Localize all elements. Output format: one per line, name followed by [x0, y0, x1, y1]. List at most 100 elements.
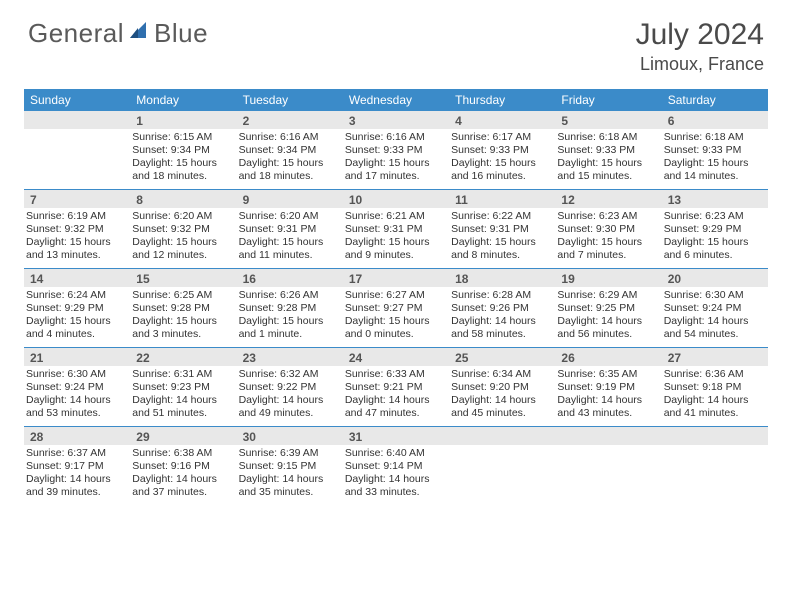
day-details: Sunrise: 6:21 AMSunset: 9:31 PMDaylight:…	[343, 208, 449, 268]
daylight-text: Daylight: 14 hours and 43 minutes.	[557, 394, 657, 420]
day-cell-body: Sunrise: 6:23 AMSunset: 9:29 PMDaylight:…	[662, 208, 768, 269]
sunrise-text: Sunrise: 6:17 AM	[451, 131, 551, 144]
sunset-text: Sunset: 9:23 PM	[132, 381, 232, 394]
weekday-header: Thursday	[449, 89, 555, 111]
sunrise-text: Sunrise: 6:28 AM	[451, 289, 551, 302]
day-cell-num: 31	[343, 427, 449, 446]
sunrise-text: Sunrise: 6:38 AM	[132, 447, 232, 460]
daylight-text: Daylight: 15 hours and 18 minutes.	[132, 157, 232, 183]
day-cell-num: 30	[237, 427, 343, 446]
week-body-row: Sunrise: 6:15 AMSunset: 9:34 PMDaylight:…	[24, 129, 768, 190]
calendar-head: Sunday Monday Tuesday Wednesday Thursday…	[24, 89, 768, 111]
day-number: 9	[237, 190, 343, 208]
sunrise-text: Sunrise: 6:20 AM	[239, 210, 339, 223]
day-cell-body: Sunrise: 6:20 AMSunset: 9:31 PMDaylight:…	[237, 208, 343, 269]
day-details: Sunrise: 6:37 AMSunset: 9:17 PMDaylight:…	[24, 445, 130, 505]
day-number: 22	[130, 348, 236, 366]
day-cell-body: Sunrise: 6:29 AMSunset: 9:25 PMDaylight:…	[555, 287, 661, 348]
sunset-text: Sunset: 9:33 PM	[345, 144, 445, 157]
day-cell-body: Sunrise: 6:16 AMSunset: 9:34 PMDaylight:…	[237, 129, 343, 190]
daylight-text: Daylight: 15 hours and 6 minutes.	[664, 236, 764, 262]
weekday-header: Sunday	[24, 89, 130, 111]
week-body-row: Sunrise: 6:24 AMSunset: 9:29 PMDaylight:…	[24, 287, 768, 348]
day-cell-body: Sunrise: 6:35 AMSunset: 9:19 PMDaylight:…	[555, 366, 661, 427]
day-cell-body: Sunrise: 6:30 AMSunset: 9:24 PMDaylight:…	[662, 287, 768, 348]
weekday-header: Tuesday	[237, 89, 343, 111]
daylight-text: Daylight: 14 hours and 54 minutes.	[664, 315, 764, 341]
day-number: 4	[449, 111, 555, 129]
sunrise-text: Sunrise: 6:32 AM	[239, 368, 339, 381]
sunrise-text: Sunrise: 6:23 AM	[664, 210, 764, 223]
sunrise-text: Sunrise: 6:33 AM	[345, 368, 445, 381]
day-cell-num: 10	[343, 190, 449, 209]
day-number: 27	[662, 348, 768, 366]
sunset-text: Sunset: 9:33 PM	[557, 144, 657, 157]
day-number: 13	[662, 190, 768, 208]
day-cell-num: 17	[343, 269, 449, 288]
day-details: Sunrise: 6:29 AMSunset: 9:25 PMDaylight:…	[555, 287, 661, 347]
day-cell-num: 12	[555, 190, 661, 209]
day-cell-num	[449, 427, 555, 446]
daylight-text: Daylight: 15 hours and 4 minutes.	[26, 315, 126, 341]
day-cell-body	[24, 129, 130, 190]
day-cell-body: Sunrise: 6:34 AMSunset: 9:20 PMDaylight:…	[449, 366, 555, 427]
sunrise-text: Sunrise: 6:23 AM	[557, 210, 657, 223]
day-cell-body	[662, 445, 768, 505]
daylight-text: Daylight: 14 hours and 41 minutes.	[664, 394, 764, 420]
sunrise-text: Sunrise: 6:37 AM	[26, 447, 126, 460]
day-cell-body: Sunrise: 6:23 AMSunset: 9:30 PMDaylight:…	[555, 208, 661, 269]
day-number	[662, 427, 768, 445]
day-details: Sunrise: 6:17 AMSunset: 9:33 PMDaylight:…	[449, 129, 555, 189]
sunrise-text: Sunrise: 6:19 AM	[26, 210, 126, 223]
weekday-row: Sunday Monday Tuesday Wednesday Thursday…	[24, 89, 768, 111]
sunset-text: Sunset: 9:15 PM	[239, 460, 339, 473]
sunset-text: Sunset: 9:18 PM	[664, 381, 764, 394]
day-cell-body: Sunrise: 6:36 AMSunset: 9:18 PMDaylight:…	[662, 366, 768, 427]
day-details: Sunrise: 6:39 AMSunset: 9:15 PMDaylight:…	[237, 445, 343, 505]
day-details: Sunrise: 6:23 AMSunset: 9:30 PMDaylight:…	[555, 208, 661, 268]
day-details	[449, 445, 555, 503]
daylight-text: Daylight: 15 hours and 17 minutes.	[345, 157, 445, 183]
brand-sail-icon	[128, 20, 150, 47]
sunset-text: Sunset: 9:31 PM	[345, 223, 445, 236]
day-cell-num: 19	[555, 269, 661, 288]
daynum-row: 78910111213	[24, 190, 768, 209]
day-number	[449, 427, 555, 445]
daynum-row: 28293031	[24, 427, 768, 446]
sunrise-text: Sunrise: 6:20 AM	[132, 210, 232, 223]
day-cell-body: Sunrise: 6:17 AMSunset: 9:33 PMDaylight:…	[449, 129, 555, 190]
sunset-text: Sunset: 9:33 PM	[664, 144, 764, 157]
day-cell-num: 25	[449, 348, 555, 367]
day-details: Sunrise: 6:34 AMSunset: 9:20 PMDaylight:…	[449, 366, 555, 426]
day-cell-num	[24, 111, 130, 129]
daylight-text: Daylight: 15 hours and 16 minutes.	[451, 157, 551, 183]
sunrise-text: Sunrise: 6:22 AM	[451, 210, 551, 223]
sunset-text: Sunset: 9:27 PM	[345, 302, 445, 315]
day-details: Sunrise: 6:22 AMSunset: 9:31 PMDaylight:…	[449, 208, 555, 268]
day-cell-num: 15	[130, 269, 236, 288]
sunset-text: Sunset: 9:31 PM	[451, 223, 551, 236]
day-cell-num: 2	[237, 111, 343, 129]
day-details: Sunrise: 6:24 AMSunset: 9:29 PMDaylight:…	[24, 287, 130, 347]
week-body-row: Sunrise: 6:19 AMSunset: 9:32 PMDaylight:…	[24, 208, 768, 269]
sunset-text: Sunset: 9:29 PM	[26, 302, 126, 315]
sunrise-text: Sunrise: 6:18 AM	[664, 131, 764, 144]
day-number: 12	[555, 190, 661, 208]
day-details: Sunrise: 6:30 AMSunset: 9:24 PMDaylight:…	[24, 366, 130, 426]
sunset-text: Sunset: 9:34 PM	[132, 144, 232, 157]
day-details: Sunrise: 6:16 AMSunset: 9:33 PMDaylight:…	[343, 129, 449, 189]
header-right: July 2024 Limoux, France	[636, 18, 764, 75]
brand-part2: Blue	[154, 18, 208, 49]
sunset-text: Sunset: 9:33 PM	[451, 144, 551, 157]
day-number: 19	[555, 269, 661, 287]
sunrise-text: Sunrise: 6:15 AM	[132, 131, 232, 144]
day-number: 5	[555, 111, 661, 129]
day-number: 28	[24, 427, 130, 445]
weekday-header: Wednesday	[343, 89, 449, 111]
day-details: Sunrise: 6:31 AMSunset: 9:23 PMDaylight:…	[130, 366, 236, 426]
sunrise-text: Sunrise: 6:36 AM	[664, 368, 764, 381]
day-cell-body	[555, 445, 661, 505]
day-cell-body: Sunrise: 6:22 AMSunset: 9:31 PMDaylight:…	[449, 208, 555, 269]
day-details: Sunrise: 6:33 AMSunset: 9:21 PMDaylight:…	[343, 366, 449, 426]
calendar-body: 123456Sunrise: 6:15 AMSunset: 9:34 PMDay…	[24, 111, 768, 505]
